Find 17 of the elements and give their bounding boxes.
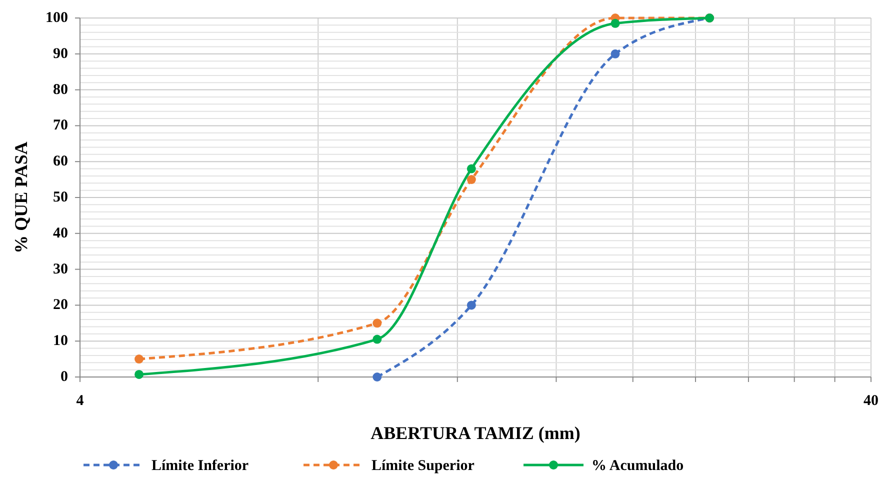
y-tick-label: 50 xyxy=(53,190,68,206)
y-axis-title: % QUE PASA xyxy=(11,142,31,254)
legend-label: % Acumulado xyxy=(592,458,684,474)
y-tick-label: 60 xyxy=(53,154,68,170)
y-tick-label: 70 xyxy=(53,118,68,134)
y-tick-label: 100 xyxy=(46,10,68,26)
x-tick-label: 4 xyxy=(76,393,84,409)
y-tick-label: 30 xyxy=(53,261,68,278)
y-tick-label: 40 xyxy=(53,225,68,242)
y-tick-label: 80 xyxy=(53,82,68,98)
legend-label: Límite Superior xyxy=(372,458,475,474)
y-tick-label: 10 xyxy=(53,333,68,350)
legend-label: Límite Inferior xyxy=(152,458,249,474)
y-tick-label: 0 xyxy=(60,369,68,385)
y-tick-label: 20 xyxy=(53,297,68,314)
x-axis-title: ABERTURA TAMIZ (mm) xyxy=(370,423,580,443)
y-tick-label: 90 xyxy=(53,46,68,62)
